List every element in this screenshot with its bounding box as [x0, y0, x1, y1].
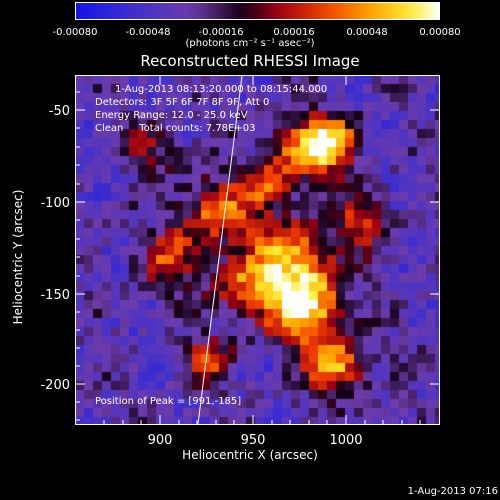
- colorbar-units: (photons cm⁻² s⁻¹ asec⁻²): [185, 38, 315, 49]
- xray-image: [75, 75, 440, 425]
- colorbar-tick-label: -0.00016: [198, 27, 244, 38]
- y-tick-label: -200: [40, 378, 70, 393]
- colorbar-tick-label: 0.00048: [346, 27, 388, 38]
- clean-counts-annotation: Clean Total counts: 7.78E+03: [95, 123, 256, 134]
- image-title: Reconstructed RHESSI Image: [140, 52, 360, 70]
- colorbar-tick-label: -0.00080: [52, 27, 98, 38]
- datestamp: 1-Aug-2013 07:16: [407, 486, 498, 497]
- y-tick-label: -50: [49, 104, 70, 119]
- x-tick-label: 900: [148, 433, 173, 448]
- energy-range-annotation: Energy Range: 12.0 - 25.0 keV: [95, 110, 248, 121]
- colorbar-tick-label: 0.00016: [273, 27, 315, 38]
- y-axis-label: Heliocentric Y (arcsec): [11, 189, 25, 325]
- y-tick-label: -100: [40, 196, 70, 211]
- x-axis-label: Heliocentric X (arcsec): [182, 448, 318, 462]
- y-tick-label: -150: [40, 288, 70, 303]
- colorbar-tick-label: -0.00048: [125, 27, 171, 38]
- time-range-annotation: 1-Aug-2013 08:13:20.000 to 08:15:44.000: [115, 84, 328, 95]
- colorbar: [75, 2, 440, 20]
- x-tick-label: 950: [241, 433, 266, 448]
- detectors-annotation: Detectors: 3F 5F 6F 7F 8F 9F, Att 0: [95, 97, 270, 108]
- x-tick-label: 1000: [329, 433, 362, 448]
- colorbar-tick-label: 0.00080: [419, 27, 461, 38]
- peak-position-annotation: Position of Peak = [991,-185]: [95, 396, 242, 407]
